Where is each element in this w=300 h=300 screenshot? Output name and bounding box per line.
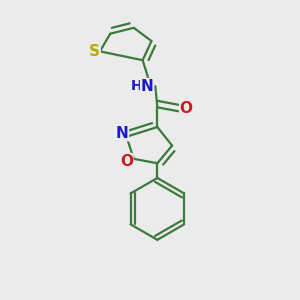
Text: H: H [131, 79, 142, 93]
Text: N: N [116, 126, 128, 141]
Text: O: O [120, 154, 133, 169]
Text: N: N [141, 79, 153, 94]
Text: O: O [180, 101, 193, 116]
Text: S: S [89, 44, 100, 59]
